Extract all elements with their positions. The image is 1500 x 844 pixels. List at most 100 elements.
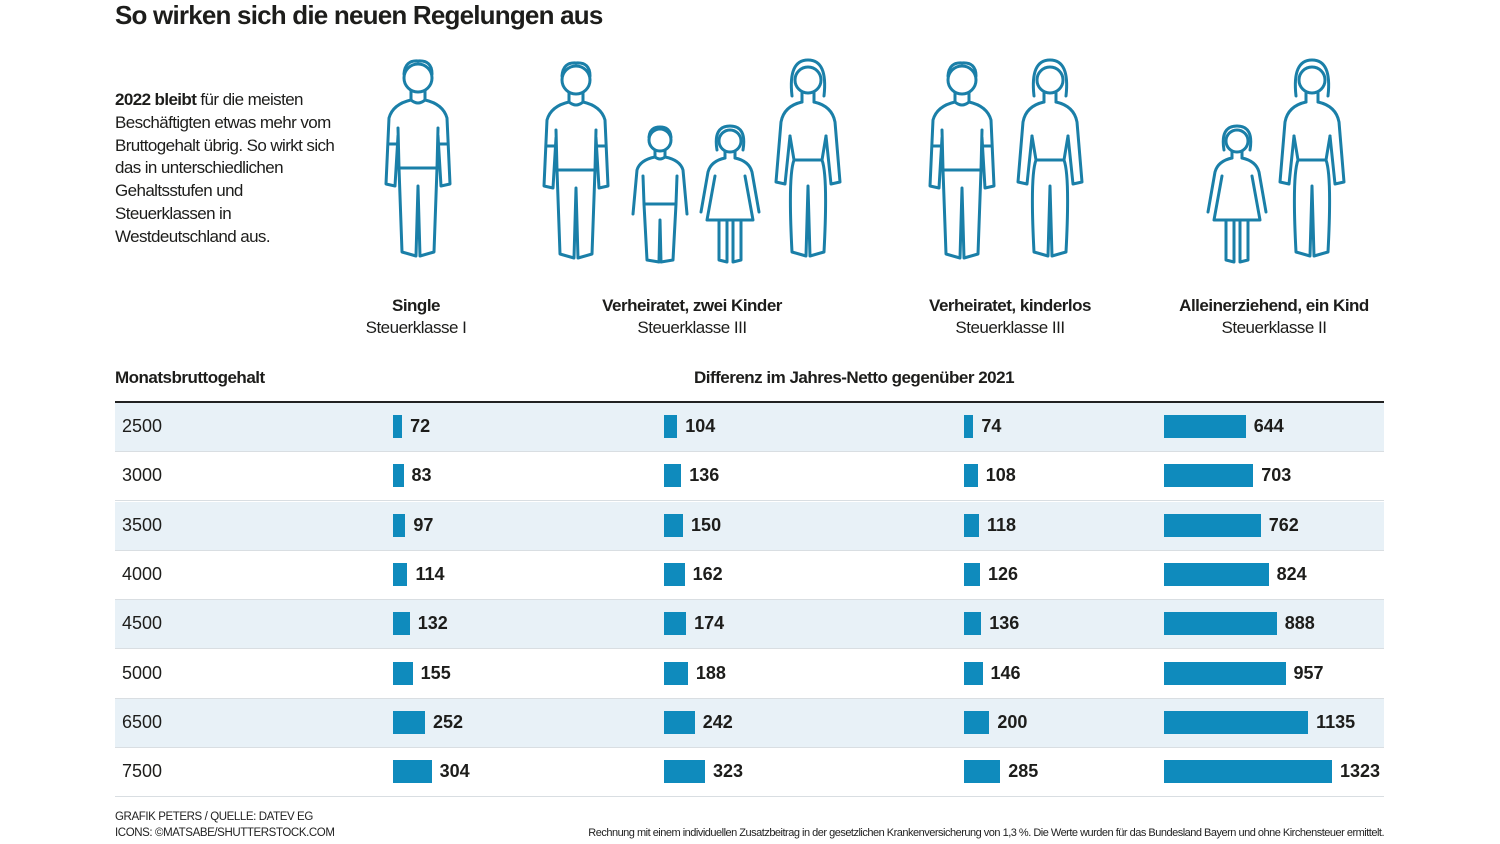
family-two-kids-icon [542, 58, 842, 264]
bar [964, 464, 978, 488]
bar [393, 562, 408, 586]
table-row: 5000 155 188 146 957 [115, 650, 1384, 699]
table-row: 4500 132 174 136 888 [115, 600, 1384, 650]
bar [664, 562, 685, 586]
bar-value-label: 824 [1276, 563, 1307, 584]
salary-label: 7500 [122, 761, 163, 782]
credit-icons: ICONS: ©MATSABE/SHUTTERSTOCK.COM [115, 827, 335, 839]
bar [664, 513, 684, 537]
bar-value-label: 174 [694, 613, 725, 634]
bar-value-label: 188 [695, 662, 726, 683]
table-row: 6500 252 242 200 1135 [115, 698, 1384, 748]
couple-icon [928, 58, 1084, 260]
salary-label: 4500 [122, 613, 163, 634]
bar-value-label: 126 [988, 563, 1019, 584]
bar [393, 513, 406, 537]
bar [1164, 661, 1286, 685]
bar [1164, 760, 1332, 784]
bar [393, 415, 403, 438]
bar-value-label: 703 [1261, 465, 1292, 486]
salary-label: 4000 [122, 563, 163, 584]
bar-value-label: 957 [1293, 662, 1324, 683]
bar-value-label: 97 [413, 514, 434, 535]
table-row: 2500 72 104 74 644 [115, 403, 1384, 452]
bar [664, 710, 695, 734]
bar-value-label: 888 [1284, 613, 1315, 634]
bar-value-label: 114 [415, 563, 445, 584]
bar [1164, 562, 1269, 586]
bar [1164, 513, 1261, 537]
intro-body: für die meisten Beschäftigten etwas mehr… [115, 90, 335, 246]
table-row: 4000 114 162 126 824 [115, 551, 1384, 600]
salary-label: 3000 [122, 465, 163, 486]
bar-value-label: 118 [986, 514, 1017, 535]
bar [393, 661, 413, 685]
table-row: 3500 97 150 118 762 [115, 501, 1384, 551]
bar [1164, 415, 1246, 438]
bar-value-label: 285 [1008, 761, 1039, 782]
category-single-parent: Alleinerziehend, ein Kind Steuerklasse II [1124, 295, 1424, 339]
bar-value-label: 200 [997, 711, 1028, 732]
bar-value-label: 104 [685, 416, 716, 436]
bar [393, 464, 404, 488]
table-row: 7500 304 323 285 1323 [115, 748, 1384, 798]
value-header: Differenz im Jahres-Netto gegenüber 2021 [693, 368, 1015, 387]
bar-value-label: 762 [1268, 514, 1299, 535]
bar [664, 464, 682, 488]
bar-value-label: 136 [989, 613, 1020, 634]
category-single: Single Steuerklasse I [266, 295, 566, 339]
category-name: Verheiratet, kinderlos [929, 296, 1091, 315]
bar-value-label: 242 [702, 711, 733, 732]
bar [964, 415, 974, 438]
bar-value-label: 72 [410, 416, 431, 436]
bar-value-label: 304 [439, 761, 470, 782]
chart-title: So wirken sich die neuen Regelungen aus [115, 0, 603, 30]
bar [1164, 612, 1277, 636]
salary-label: 6500 [122, 711, 163, 732]
salary-label: 3500 [122, 514, 163, 535]
category-name: Alleinerziehend, ein Kind [1179, 296, 1369, 315]
bar [393, 612, 410, 636]
bar [964, 760, 1001, 784]
bar-value-label: 644 [1253, 416, 1284, 436]
category-tax-class: Steuerklasse II [1221, 318, 1327, 337]
category-married-childless: Verheiratet, kinderlos Steuerklasse III [860, 295, 1160, 339]
people-illustrations [384, 58, 1346, 264]
bar [964, 612, 982, 636]
bar [664, 661, 688, 685]
bar-value-label: 132 [417, 613, 448, 634]
bar [964, 661, 983, 685]
category-married-two-kids: Verheiratet, zwei Kinder Steuerklasse III [542, 295, 842, 339]
bar-value-label: 74 [981, 416, 1002, 436]
bar [664, 415, 678, 438]
header-divider [115, 401, 1384, 403]
category-tax-class: Steuerklasse III [955, 318, 1065, 337]
bar-value-label: 162 [692, 563, 723, 584]
bar [393, 760, 432, 784]
salary-label: 5000 [122, 662, 163, 683]
bar-value-label: 1135 [1316, 711, 1356, 732]
row-header: Monatsbruttogehalt [115, 368, 265, 387]
bar-value-label: 252 [433, 711, 464, 732]
bar-value-label: 83 [411, 465, 432, 486]
credit-source: GRAFIK PETERS / QUELLE: DATEV EG [115, 811, 313, 823]
category-tax-class: Steuerklasse III [637, 318, 747, 337]
bar-value-label: 136 [689, 465, 720, 486]
intro-text: 2022 bleibt für die meisten Beschäftigte… [115, 89, 345, 249]
bar [964, 710, 990, 734]
bar [964, 562, 980, 586]
intro-bold: 2022 bleibt [115, 90, 197, 109]
bar [393, 710, 425, 734]
bar [664, 612, 687, 636]
single-parent-icon [1206, 58, 1346, 264]
bar [1164, 464, 1254, 488]
category-tax-class: Steuerklasse I [365, 318, 467, 337]
footnote: Rechnung mit einem individuellen Zusatzb… [588, 827, 1384, 839]
bar-value-label: 146 [990, 662, 1021, 683]
bar-value-label: 155 [420, 662, 451, 683]
bar-value-label: 150 [691, 514, 722, 535]
man-icon [384, 59, 452, 258]
bar-value-label: 323 [713, 761, 744, 782]
bar [1164, 710, 1309, 734]
category-name: Single [391, 296, 441, 315]
